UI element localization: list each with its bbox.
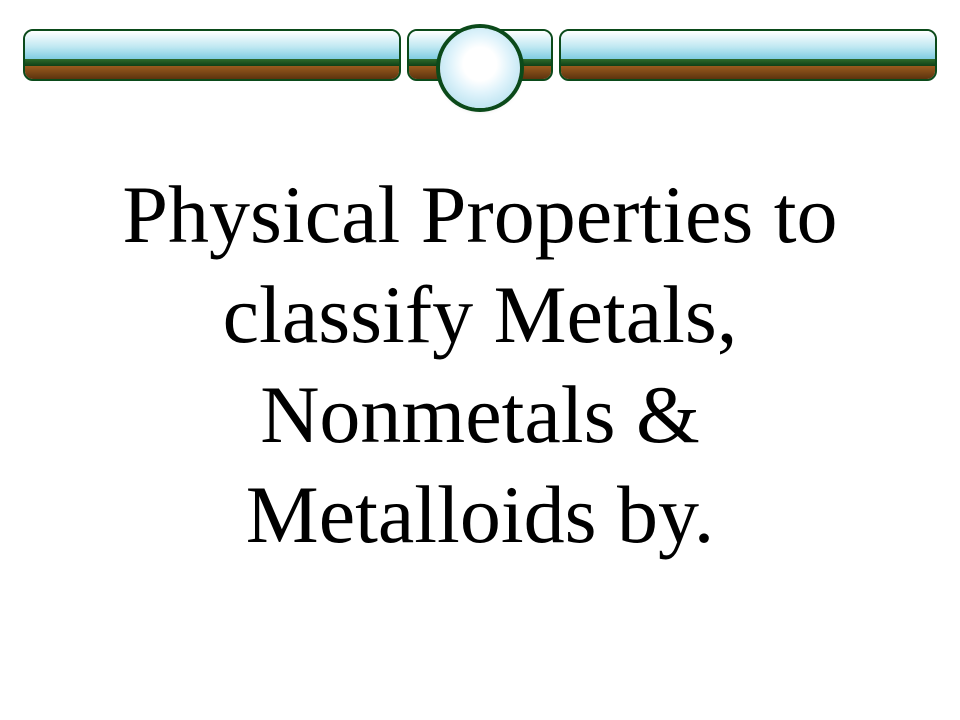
sky-band <box>25 31 399 60</box>
slide: Physical Properties to classify Metals, … <box>0 0 960 720</box>
landscape-bar-left <box>23 29 401 81</box>
landscape-bar-right <box>559 29 937 81</box>
sky-band <box>561 31 935 60</box>
header-decoration <box>0 18 960 92</box>
slide-title: Physical Properties to classify Metals, … <box>60 165 900 565</box>
sun-icon <box>440 28 520 108</box>
ground-band <box>561 66 935 79</box>
ground-band <box>25 66 399 79</box>
